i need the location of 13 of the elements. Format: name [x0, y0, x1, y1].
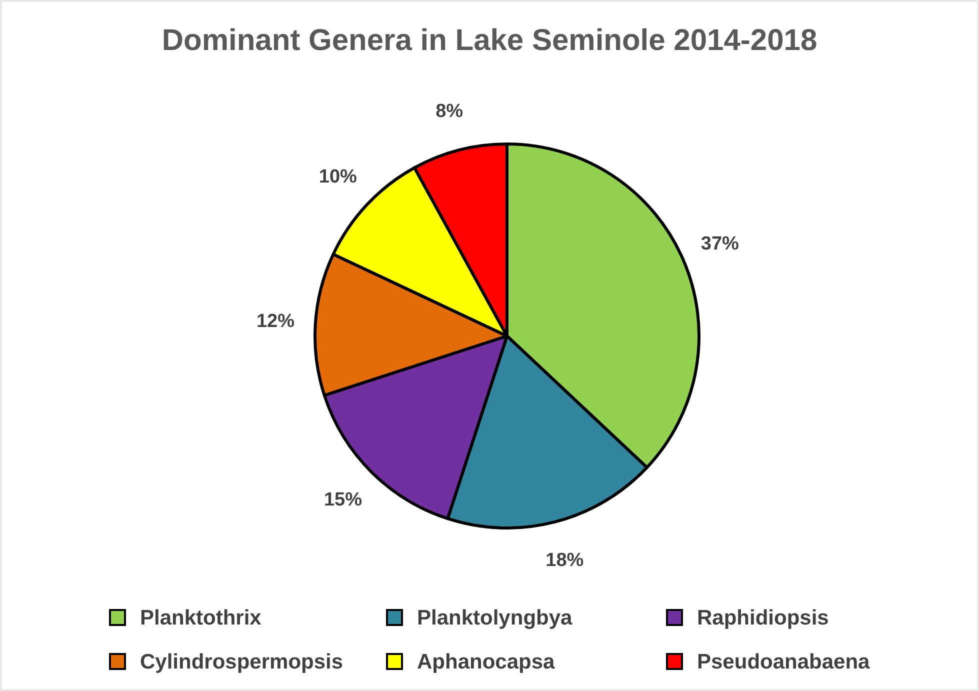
data-label: 18%: [546, 550, 584, 572]
legend-label: Cylindrospermopsis: [140, 650, 344, 674]
legend-label: Aphanocapsa: [417, 650, 556, 674]
data-label: 10%: [318, 166, 357, 188]
chart-title: Dominant Genera in Lake Seminole 2014-2018: [162, 24, 818, 57]
data-label: 12%: [256, 310, 295, 332]
legend-label: Planktothrix: [140, 606, 262, 630]
data-label: 37%: [700, 233, 740, 254]
data-label: 8%: [436, 100, 464, 122]
legend-label: Raphidiopsis: [697, 606, 829, 630]
legend-label: Pseudoanabaena: [697, 650, 870, 674]
legend-label: Planktolyngbya: [417, 606, 573, 630]
data-label: 15%: [324, 490, 362, 511]
